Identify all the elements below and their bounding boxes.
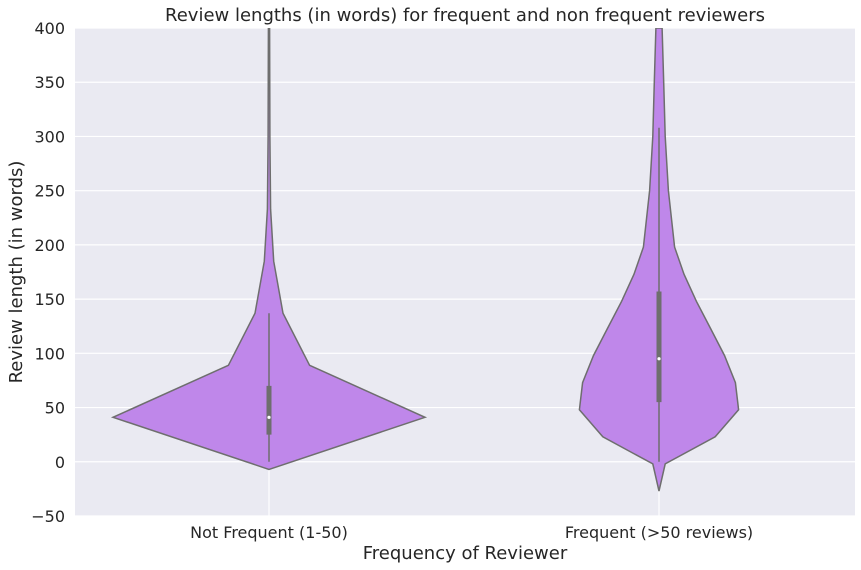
x-axis-label: Frequency of Reviewer: [363, 543, 568, 564]
y-tick-label: 50: [45, 399, 65, 418]
y-tick-label: 400: [34, 19, 65, 38]
y-tick-label: 150: [34, 290, 65, 309]
x-tick-label: Not Frequent (1-50): [190, 523, 348, 542]
violin-1: [110, 28, 428, 471]
y-axis-ticks: −50 0 50 100 150 200 250 300 350 400: [31, 19, 65, 526]
y-tick-label: 0: [55, 453, 65, 472]
y-tick-label: 100: [34, 344, 65, 363]
violin-2: [578, 28, 740, 492]
violin-median: [657, 357, 661, 361]
y-tick-label: −50: [31, 507, 65, 526]
y-tick-label: 300: [34, 127, 65, 146]
y-axis-label: Review length (in words): [6, 161, 27, 384]
x-tick-label: Frequent (>50 reviews): [565, 523, 753, 542]
x-axis-ticks: Not Frequent (1-50) Frequent (>50 reviews…: [190, 523, 753, 542]
y-tick-label: 200: [34, 236, 65, 255]
chart-title: Review lengths (in words) for frequent a…: [165, 5, 765, 26]
violin-body: [110, 28, 428, 471]
y-tick-label: 250: [34, 182, 65, 201]
y-tick-label: 350: [34, 73, 65, 92]
violins: [110, 28, 740, 492]
violin-median: [267, 415, 271, 419]
